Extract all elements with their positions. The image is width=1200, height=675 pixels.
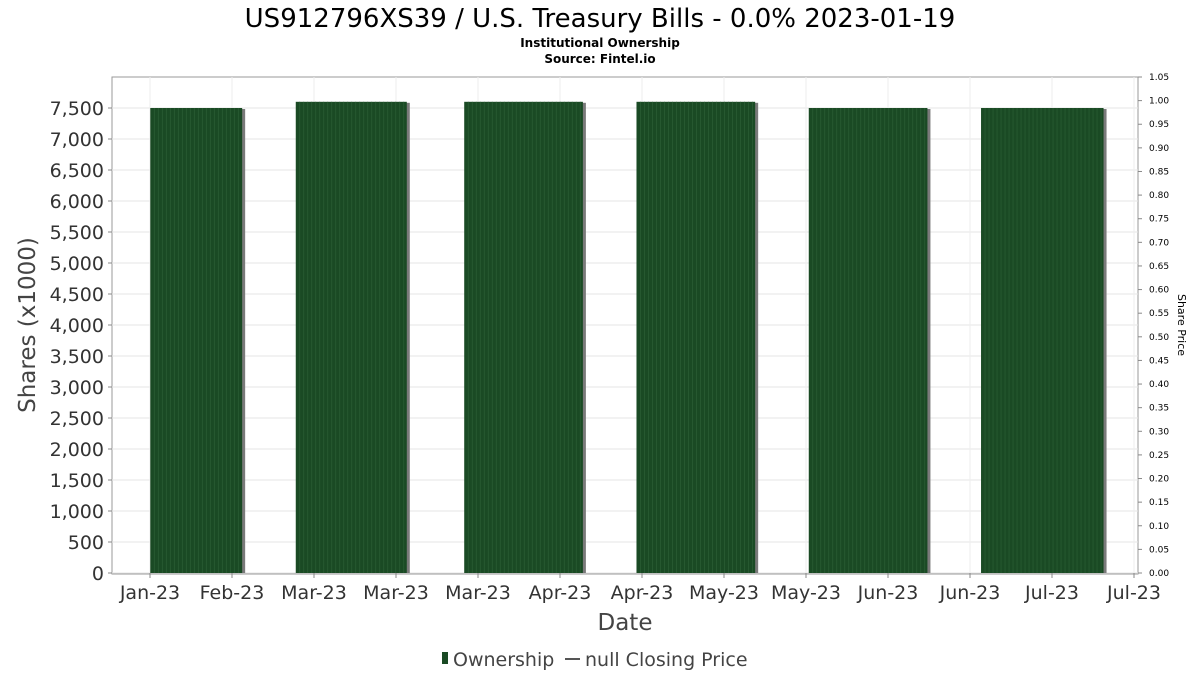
legend-ownership-label: Ownership bbox=[453, 649, 554, 671]
ownership-bar bbox=[636, 101, 759, 574]
y2-tick-label: 0.85 bbox=[1149, 167, 1169, 177]
y2-tick-label: 0.30 bbox=[1149, 427, 1169, 437]
x-tick-label: Feb-23 bbox=[200, 582, 265, 604]
y2-tick-label: 0.25 bbox=[1149, 451, 1169, 461]
y2-tick-label: 1.00 bbox=[1149, 97, 1169, 107]
y2-tick-label: 0.20 bbox=[1149, 475, 1169, 485]
y2-tick-label: 0.45 bbox=[1149, 356, 1169, 366]
secondary-y-axis-label: Share Price bbox=[1175, 294, 1188, 356]
y2-tick-label: 0.00 bbox=[1149, 569, 1169, 579]
x-tick-label: Mar-23 bbox=[445, 582, 511, 604]
y2-tick-label: 0.40 bbox=[1149, 380, 1169, 390]
y2-tick-label: 0.10 bbox=[1149, 522, 1169, 532]
x-tick-label: Mar-23 bbox=[281, 582, 347, 604]
y-axis-label: Shares (x1000) bbox=[15, 237, 41, 413]
y2-tick-label: 1.05 bbox=[1149, 73, 1169, 83]
y-tick-label: 2,000 bbox=[50, 439, 104, 461]
y-tick-label: 7,000 bbox=[50, 129, 104, 151]
y-tick-label: 5,500 bbox=[50, 222, 104, 244]
x-tick-label: May-23 bbox=[771, 582, 841, 604]
x-tick-label: Jul-23 bbox=[1024, 582, 1079, 604]
ownership-bars bbox=[150, 101, 1107, 574]
y-tick-label: 0 bbox=[92, 563, 104, 585]
y-tick-label: 500 bbox=[68, 532, 104, 554]
x-tick-label: Apr-23 bbox=[611, 582, 674, 604]
y2-tick-label: 0.55 bbox=[1149, 309, 1169, 319]
legend: Ownership null Closing Price bbox=[442, 649, 748, 671]
y2-tick-label: 0.75 bbox=[1149, 215, 1169, 225]
x-tick-label: May-23 bbox=[689, 582, 759, 604]
y-tick-label: 3,000 bbox=[50, 377, 104, 399]
legend-ownership-swatch bbox=[442, 652, 448, 664]
y2-tick-label: 0.05 bbox=[1149, 545, 1169, 555]
ownership-bar bbox=[295, 101, 410, 574]
y-tick-label: 4,500 bbox=[50, 284, 104, 306]
y2-tick-label: 0.50 bbox=[1149, 333, 1169, 343]
ownership-bar bbox=[464, 101, 586, 574]
x-tick-label: Jan-23 bbox=[119, 582, 180, 604]
ownership-bar bbox=[981, 108, 1107, 573]
x-axis-ticks: Jan-23 Feb-23 Mar-23 Mar-23 Mar-23 Apr-23 Apr-… bbox=[119, 573, 1161, 604]
y2-tick-label: 0.80 bbox=[1149, 191, 1169, 201]
legend-price-label: null Closing Price bbox=[585, 649, 748, 671]
ownership-bar bbox=[150, 108, 246, 573]
y-tick-label: 1,500 bbox=[50, 470, 104, 492]
x-tick-label: Jul-23 bbox=[1106, 582, 1161, 604]
y-tick-label: 2,500 bbox=[50, 408, 104, 430]
y2-tick-label: 0.35 bbox=[1149, 404, 1169, 414]
y-tick-label: 6,000 bbox=[50, 191, 104, 213]
y-tick-label: 7,500 bbox=[50, 98, 104, 120]
y2-tick-label: 0.95 bbox=[1149, 120, 1169, 130]
y-tick-label: 4,000 bbox=[50, 315, 104, 337]
y-tick-label: 5,000 bbox=[50, 253, 104, 275]
secondary-y-axis-ticks: 0.00 0.05 0.10 0.15 0.20 0.25 0.30 0.35 0.40 0.45… bbox=[1138, 73, 1169, 579]
y2-tick-label: 0.65 bbox=[1149, 262, 1169, 272]
x-tick-label: Mar-23 bbox=[363, 582, 429, 604]
y-tick-label: 1,000 bbox=[50, 501, 104, 523]
chart-title: US912796XS39 / U.S. Treasury Bills - 0.0… bbox=[245, 4, 956, 34]
chart-subtitle-source: Source: Fintel.io bbox=[544, 52, 655, 66]
x-axis-label: Date bbox=[598, 610, 653, 636]
y2-tick-label: 0.60 bbox=[1149, 286, 1169, 296]
y2-tick-label: 0.90 bbox=[1149, 144, 1169, 154]
chart-subtitle-ownership: Institutional Ownership bbox=[520, 36, 680, 50]
x-tick-label: Jun-23 bbox=[857, 582, 919, 604]
y-tick-label: 6,500 bbox=[50, 160, 104, 182]
x-tick-label: Jun-23 bbox=[939, 582, 1001, 604]
y-axis-ticks: 0 500 1,000 1,500 2,000 2,500 3,000 3,500 4,000 4… bbox=[50, 98, 112, 585]
y2-tick-label: 0.70 bbox=[1149, 238, 1169, 248]
y2-tick-label: 0.15 bbox=[1149, 498, 1169, 508]
ownership-bar bbox=[808, 108, 931, 573]
x-tick-label: Apr-23 bbox=[529, 582, 592, 604]
y-tick-label: 3,500 bbox=[50, 346, 104, 368]
